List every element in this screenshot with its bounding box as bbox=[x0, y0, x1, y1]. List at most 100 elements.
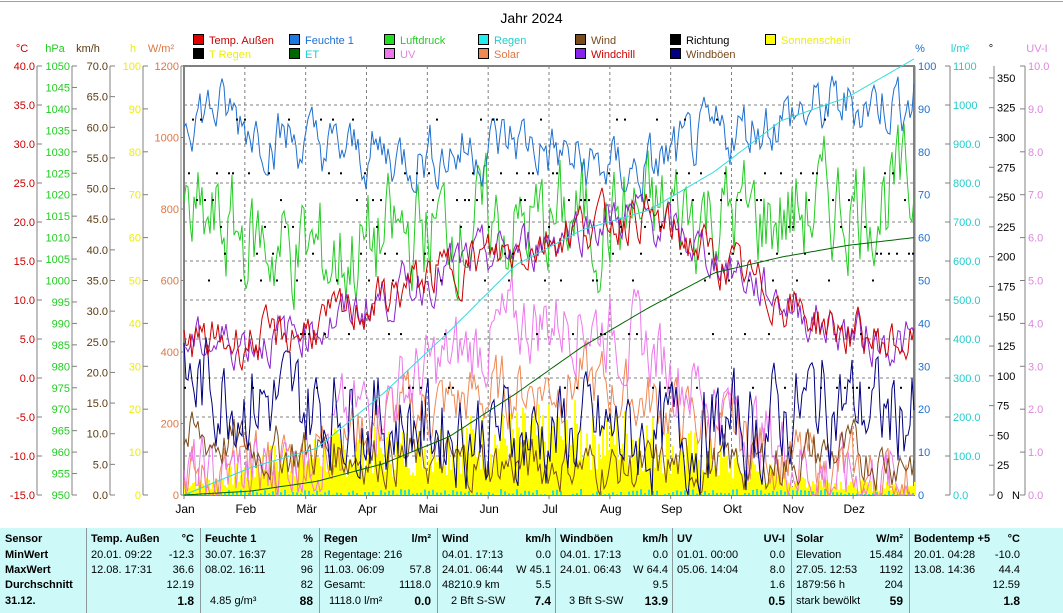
direction-dot bbox=[552, 172, 554, 175]
stats-cell-value: 1.6 bbox=[769, 579, 785, 591]
sunshine-bar bbox=[470, 415, 472, 495]
label-max: MaxWert bbox=[5, 564, 51, 576]
sunshine-bar bbox=[638, 438, 640, 495]
direction-dot bbox=[640, 252, 642, 255]
sunshine-bar bbox=[900, 490, 902, 495]
stats-cell-value: 13.9 bbox=[644, 594, 668, 608]
direction-dot bbox=[652, 386, 654, 389]
sunshine-bar bbox=[872, 491, 874, 495]
stats-cell-left: 05.06. 14:04 bbox=[677, 564, 739, 576]
stats-row: stark bewölkt 59 bbox=[791, 594, 909, 609]
rain-bar bbox=[476, 492, 478, 495]
direction-dot bbox=[264, 225, 266, 228]
rain-bar bbox=[316, 490, 318, 495]
chart: °C 40.0 35.0 30.0 25.0 20.0 15.0 10.0 5.0 0.0 -5.0… bbox=[10, 43, 1050, 516]
rain-bar bbox=[328, 490, 330, 495]
axis-tick-label: 1050 bbox=[46, 61, 70, 73]
direction-dot bbox=[440, 279, 442, 282]
rain-bar bbox=[388, 490, 390, 495]
stats-cell-left: 04.01. 17:13 bbox=[560, 549, 622, 561]
column-unit: km/h bbox=[525, 533, 551, 545]
direction-dot bbox=[240, 279, 242, 282]
axis-tick-label: 5.0 bbox=[1028, 276, 1043, 288]
rain-bar bbox=[540, 494, 542, 495]
direction-dot bbox=[320, 118, 322, 121]
sunshine-bar bbox=[604, 455, 606, 495]
sunshine-bar bbox=[532, 418, 534, 495]
rain-bar bbox=[428, 490, 430, 495]
column-title: UV bbox=[677, 533, 693, 545]
sunshine-bar bbox=[458, 448, 460, 495]
sunshine-bar bbox=[846, 486, 848, 495]
axis-tick-label: 1000 bbox=[155, 133, 179, 145]
sunshine-bar bbox=[746, 467, 748, 495]
stats-cell-left: 27.05. 12:53 bbox=[796, 564, 858, 576]
direction-dot bbox=[608, 172, 610, 175]
legend-label: Regen bbox=[494, 35, 527, 47]
legend-label: ET bbox=[305, 49, 320, 61]
direction-dot bbox=[836, 386, 838, 389]
direction-dot bbox=[224, 252, 226, 255]
rain-bar bbox=[448, 494, 450, 495]
axis-tick-label: 10.0 bbox=[87, 429, 108, 441]
stats-cell-value: 8.0 bbox=[769, 564, 785, 576]
direction-dot bbox=[904, 199, 906, 202]
month-label-feb: Feb bbox=[235, 502, 256, 516]
sunshine-bar bbox=[366, 459, 368, 495]
direction-dot bbox=[636, 333, 638, 336]
axis-tick-label: 300.0 bbox=[953, 373, 981, 385]
sunshine-bar bbox=[632, 439, 634, 495]
rain-bar bbox=[232, 492, 234, 495]
sunshine-bar bbox=[814, 484, 816, 495]
sunshine-bar bbox=[640, 450, 642, 495]
direction-dot bbox=[664, 386, 666, 389]
direction-dot bbox=[256, 252, 258, 255]
sunshine-bar bbox=[656, 449, 658, 495]
rain-bar bbox=[480, 492, 482, 495]
rain-bar bbox=[380, 490, 382, 495]
rain-bar bbox=[276, 492, 278, 495]
stats-cell-value: 88 bbox=[299, 594, 313, 608]
direction-dot bbox=[896, 252, 898, 255]
direction-dot bbox=[684, 118, 686, 121]
direction-dot bbox=[912, 252, 914, 255]
sunshine-bar bbox=[192, 483, 194, 495]
legend-swatch bbox=[193, 34, 204, 45]
sunshine-bar bbox=[654, 467, 656, 495]
stats-column-temp-au-en: Temp. Außen °C 20.01. 09:22 -12.3 12.08. 17:… bbox=[86, 528, 200, 613]
axis-tick-label: 35.0 bbox=[14, 100, 35, 112]
column-title: Bodentemp +5 bbox=[914, 533, 991, 545]
direction-dot bbox=[540, 118, 542, 121]
direction-dot bbox=[404, 172, 406, 175]
sunshine-bar bbox=[580, 422, 582, 495]
sunshine-bar bbox=[678, 464, 680, 495]
direction-dot bbox=[236, 118, 238, 121]
rain-bar bbox=[884, 494, 886, 495]
rain-bar bbox=[272, 491, 274, 495]
direction-dot bbox=[332, 118, 334, 121]
legend-label: Feuchte 1 bbox=[305, 35, 354, 47]
rain-bar bbox=[468, 491, 470, 495]
direction-dot bbox=[308, 333, 310, 336]
rain-bar bbox=[268, 493, 270, 495]
stats-row: 08.02. 16:11 96 bbox=[200, 563, 319, 578]
rain-bar bbox=[716, 493, 718, 495]
stats-row: 82 bbox=[200, 578, 319, 593]
axis-tick-label: 1200 bbox=[155, 61, 179, 73]
rain-bar bbox=[796, 490, 798, 495]
direction-dot bbox=[548, 225, 550, 228]
direction-dot bbox=[284, 225, 286, 228]
direction-dot bbox=[888, 252, 890, 255]
stats-row: 24.01. 06:43 W 64.4 bbox=[555, 563, 672, 578]
sunshine-bar bbox=[610, 408, 612, 495]
rain-bar bbox=[452, 490, 454, 495]
sunshine-bar bbox=[452, 450, 454, 495]
axis-tick-label: 10.0 bbox=[14, 295, 35, 307]
rain-bar bbox=[460, 491, 462, 495]
sunshine-bar bbox=[450, 469, 452, 495]
direction-dot bbox=[716, 118, 718, 121]
sunshine-bar bbox=[296, 478, 298, 495]
legend-item-uv: UV bbox=[384, 48, 415, 61]
sunshine-bar bbox=[750, 473, 752, 495]
axis-tick-label: 200 bbox=[161, 419, 179, 431]
